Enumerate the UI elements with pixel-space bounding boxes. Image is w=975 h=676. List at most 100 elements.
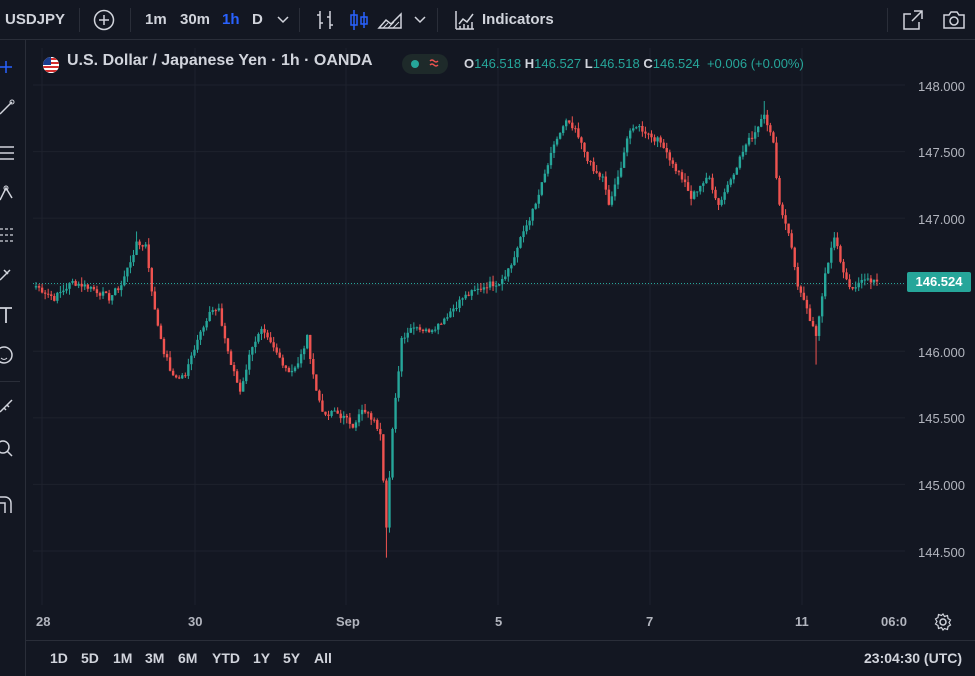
candle-body <box>732 174 735 180</box>
candle <box>333 407 336 412</box>
drawing-toolbar <box>0 40 26 676</box>
candle <box>208 306 211 322</box>
candle-body <box>56 292 59 301</box>
time-tick: 5 <box>495 614 503 629</box>
candle <box>92 284 96 291</box>
candle <box>129 255 132 274</box>
candle <box>756 126 760 137</box>
add-symbol-icon[interactable] <box>93 9 115 31</box>
candle-body <box>641 125 644 132</box>
magnet-icon[interactable] <box>0 494 22 516</box>
candle <box>437 323 440 335</box>
candle-body <box>769 125 772 133</box>
indicators-icon[interactable] <box>453 8 477 32</box>
camera-icon[interactable] <box>941 8 967 32</box>
candle <box>34 282 38 290</box>
candle-body <box>875 279 879 282</box>
candle-body <box>242 381 245 392</box>
area-chart-type-icon[interactable] <box>377 8 405 32</box>
candle <box>62 284 65 296</box>
candle-body <box>470 290 473 296</box>
candle-body <box>162 338 166 355</box>
candle <box>196 334 199 353</box>
ruler-icon[interactable] <box>0 396 22 418</box>
range-1d[interactable]: 1D <box>50 650 68 666</box>
candle <box>564 118 568 131</box>
range-3m[interactable]: 3M <box>145 650 165 666</box>
candle-body <box>315 374 318 391</box>
candle <box>120 280 123 297</box>
candle-body <box>836 237 839 247</box>
interval-1h[interactable]: 1h <box>222 11 240 28</box>
interval-1m[interactable]: 1m <box>145 11 167 28</box>
candle-body <box>491 281 495 287</box>
symbol-search[interactable]: USDJPY <box>5 11 66 28</box>
candle-body <box>823 273 827 297</box>
candle-body <box>373 419 376 421</box>
interval-30m[interactable]: 30m <box>180 11 211 28</box>
open-external-icon[interactable] <box>901 8 925 32</box>
range-1y[interactable]: 1Y <box>253 650 271 666</box>
interval-d[interactable]: D <box>252 11 263 28</box>
candle-body <box>400 338 403 372</box>
zoom-icon[interactable] <box>0 438 22 460</box>
trend-line-icon[interactable] <box>0 96 22 118</box>
candle <box>382 434 385 483</box>
crosshair-icon[interactable] <box>0 56 22 78</box>
range-ytd[interactable]: YTD <box>212 650 240 666</box>
market-status-badge[interactable] <box>402 54 448 74</box>
candle-body <box>433 329 437 331</box>
chevron-down-icon[interactable] <box>413 15 427 25</box>
candle-body <box>278 352 281 358</box>
candle-body <box>525 225 528 232</box>
range-5d[interactable]: 5D <box>81 650 99 666</box>
price-chart[interactable] <box>33 48 975 676</box>
candle-body <box>516 247 519 258</box>
candle <box>491 275 495 291</box>
candle-body <box>409 328 412 333</box>
candle <box>162 337 166 358</box>
candle <box>537 189 540 209</box>
candle-body <box>534 203 537 209</box>
pattern-icon[interactable] <box>0 182 22 204</box>
settings-gear-icon[interactable] <box>933 612 953 632</box>
candle <box>869 275 873 290</box>
candle <box>616 170 620 190</box>
candle-body <box>171 370 175 376</box>
candles-chart-type-icon[interactable] <box>347 8 371 32</box>
candle <box>735 166 739 175</box>
range-all[interactable]: All <box>314 650 332 666</box>
range-5y[interactable]: 5Y <box>283 650 301 666</box>
candle <box>641 121 644 137</box>
candle <box>702 181 705 193</box>
brush-icon[interactable] <box>0 262 22 284</box>
utc-clock[interactable]: 23:04:30 (UTC) <box>864 650 963 666</box>
bar-chart-type-icon[interactable] <box>313 8 337 32</box>
text-icon[interactable] <box>0 304 22 326</box>
candle <box>753 125 757 145</box>
range-6m[interactable]: 6M <box>178 650 198 666</box>
candle <box>312 353 315 379</box>
candle-body <box>299 354 303 364</box>
candle <box>376 418 379 432</box>
candle <box>406 327 409 343</box>
emoji-icon[interactable] <box>0 344 22 366</box>
range-1m[interactable]: 1M <box>113 650 133 666</box>
indicators-button[interactable]: Indicators <box>482 11 554 28</box>
candle <box>385 478 388 558</box>
candle-body <box>397 371 400 398</box>
candle <box>214 308 217 316</box>
prediction-icon[interactable] <box>0 224 22 246</box>
candle-body <box>266 332 269 338</box>
candle <box>513 251 516 266</box>
candle <box>65 283 68 294</box>
chart-grid <box>33 48 905 605</box>
chevron-down-icon[interactable] <box>276 15 290 25</box>
candle <box>415 326 419 331</box>
candle-body <box>135 241 138 255</box>
symbol-title[interactable]: U.S. Dollar / Japanese Yen · 1h · OANDA <box>67 52 373 69</box>
candle-body <box>692 191 696 199</box>
fib-retracement-icon[interactable] <box>0 142 22 164</box>
candle <box>449 308 452 318</box>
candle <box>117 286 120 293</box>
